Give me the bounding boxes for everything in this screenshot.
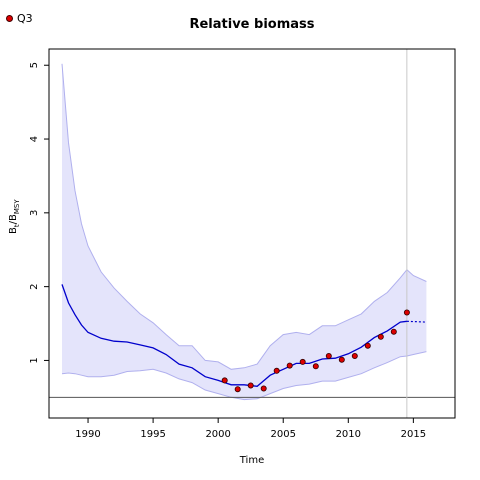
projection-line bbox=[406, 320, 427, 323]
x-tick-label: 2005 bbox=[271, 429, 296, 440]
plot-frame bbox=[48, 48, 456, 419]
data-point bbox=[234, 386, 241, 393]
x-tick-label: 1995 bbox=[140, 429, 165, 440]
data-point bbox=[221, 377, 228, 384]
data-point bbox=[338, 356, 345, 363]
band-lower-edge bbox=[61, 351, 427, 401]
x-tick-label: 1990 bbox=[75, 429, 100, 440]
band-upper-edge bbox=[61, 63, 427, 370]
x-tick-label: 2015 bbox=[401, 429, 426, 440]
y-label-sub-msy: MSY bbox=[13, 199, 21, 215]
data-point bbox=[325, 352, 332, 359]
legend-marker-icon bbox=[6, 15, 13, 22]
data-point bbox=[390, 328, 397, 335]
data-point bbox=[247, 382, 254, 389]
y-tick-label: 3 bbox=[29, 210, 40, 216]
data-point bbox=[312, 363, 319, 370]
data-point bbox=[351, 352, 358, 359]
confidence-band bbox=[62, 63, 427, 400]
data-point bbox=[260, 385, 267, 392]
y-axis-label: Bt/BMSY bbox=[8, 199, 21, 234]
data-point bbox=[286, 362, 293, 369]
data-point bbox=[403, 309, 410, 316]
x-tick-label: 2010 bbox=[336, 429, 361, 440]
data-point bbox=[377, 333, 384, 340]
x-axis-label: Time bbox=[239, 455, 265, 466]
chart-title: Relative biomass bbox=[189, 17, 315, 32]
x-tick-label: 2000 bbox=[205, 429, 230, 440]
y-tick-label: 4 bbox=[29, 136, 40, 142]
y-tick-label: 1 bbox=[29, 357, 40, 363]
y-label-sep: /B bbox=[8, 214, 19, 225]
legend: Q3 bbox=[6, 12, 33, 25]
y-tick-label: 5 bbox=[29, 62, 40, 68]
y-tick-label: 2 bbox=[29, 283, 40, 289]
data-point bbox=[299, 358, 306, 365]
y-label-main: B bbox=[8, 227, 19, 234]
data-point bbox=[364, 342, 371, 349]
legend-label: Q3 bbox=[17, 12, 33, 25]
y-label-sub-t: t bbox=[13, 224, 21, 228]
data-point bbox=[273, 367, 280, 374]
